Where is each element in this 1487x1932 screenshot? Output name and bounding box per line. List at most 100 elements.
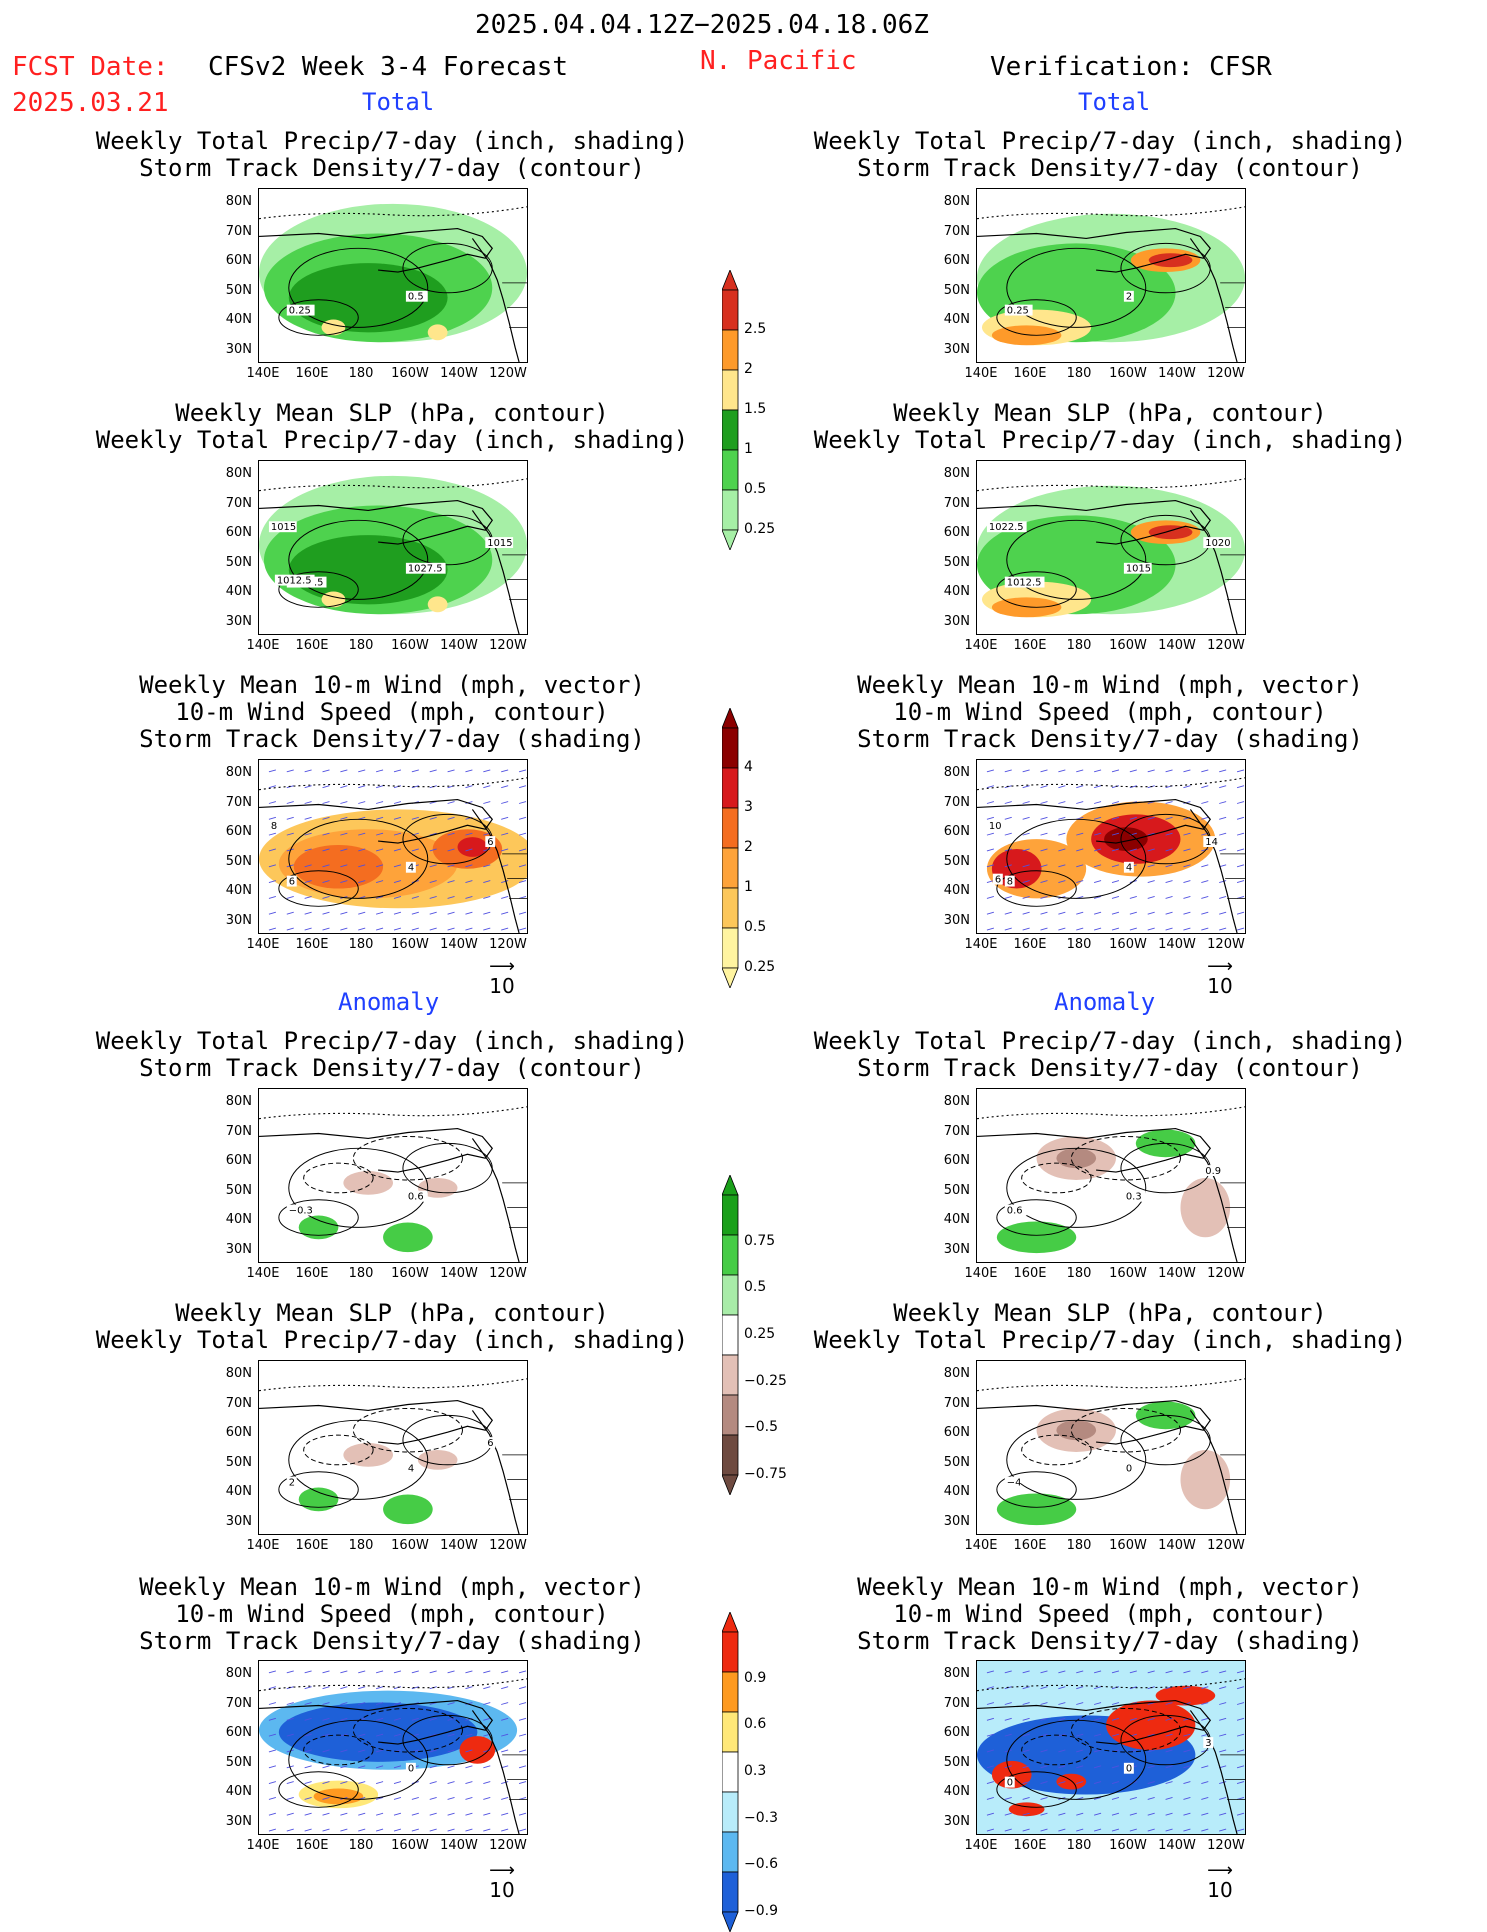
wind-vector xyxy=(1147,816,1155,820)
title-vf-precip-total: Weekly Total Precip/7-day (inch, shading… xyxy=(813,127,1407,182)
contour-line xyxy=(1120,1414,1211,1466)
wind-vector xyxy=(1111,848,1120,852)
wind-vector xyxy=(1058,848,1066,852)
colorbar-segment xyxy=(722,727,739,769)
wind-vector xyxy=(268,832,276,836)
lat-tick-label: 70N xyxy=(225,495,252,511)
wind-vector xyxy=(465,1812,473,1816)
lon-tick-label: 140E xyxy=(246,366,280,381)
wind-vector xyxy=(1236,801,1245,804)
wind-vector xyxy=(447,911,455,915)
lon-tick-label: 120W xyxy=(1207,937,1245,952)
lon-tick-label: 120W xyxy=(489,366,527,381)
wind-vector xyxy=(1183,1733,1191,1737)
map-panel-vf-wind-anom: 0 0 3 80N 70N 60N 50N 40N 30N 140E 160E 180 160W 140W… xyxy=(944,1660,1246,1853)
title-fc-precip-anom: Weekly Total Precip/7-day (inch, shading… xyxy=(95,1027,689,1082)
contour-line xyxy=(288,1719,429,1800)
wind-vector xyxy=(986,1796,994,1800)
wind-vector xyxy=(429,816,437,820)
wind-vector xyxy=(1094,927,1102,931)
colorbar-segment xyxy=(722,1871,739,1913)
wind-vector xyxy=(1058,880,1066,884)
wind-vector xyxy=(393,785,402,789)
lon-tick-label: 160E xyxy=(295,1266,329,1281)
wind-vector xyxy=(1076,864,1084,868)
wind-vector xyxy=(304,1796,312,1800)
lat-tick-label: 30N xyxy=(943,1241,970,1257)
wind-vector xyxy=(1094,895,1102,899)
lon-tick-label: 140E xyxy=(246,1266,280,1281)
lon-tick-label: 140E xyxy=(964,366,998,381)
wind-vector xyxy=(1201,816,1209,820)
wind-vector xyxy=(1183,801,1191,804)
colorbar-segment xyxy=(722,1234,739,1276)
wind-vector xyxy=(429,880,437,884)
wind-vector xyxy=(393,816,402,820)
wind-vector xyxy=(465,848,473,852)
wind-vector xyxy=(1201,1717,1209,1721)
wind-vector xyxy=(1058,816,1066,820)
wind-vector xyxy=(1147,1828,1155,1832)
contour-label: 1015 xyxy=(487,538,512,549)
wind-vector xyxy=(376,864,384,868)
wind-vector xyxy=(340,880,348,884)
precip-shading xyxy=(427,596,448,613)
wind-vector xyxy=(1022,785,1030,789)
wind-vector xyxy=(483,1812,491,1816)
wind-vector xyxy=(304,832,312,836)
wind-vector xyxy=(393,1796,402,1800)
contour-line xyxy=(1006,818,1147,899)
lat-tick-label: 30N xyxy=(225,1241,252,1257)
contour-label: 0.25 xyxy=(289,306,311,317)
wind-vector xyxy=(986,848,994,852)
map-panel-vf-slp-anom: 0 −4 80N 70N 60N 50N 40N 30N 140E 160E 180 160W 140W… xyxy=(944,1360,1246,1553)
wind-vector xyxy=(358,785,366,789)
wind-vector xyxy=(1040,801,1048,804)
colorbar-tick-label: −0.5 xyxy=(744,1419,778,1436)
wind-vector xyxy=(1129,816,1137,820)
map-panel-fc-wind-anom: 0 80N 70N 60N 50N 40N 30N 140E 160E 180 160W 140W 12… xyxy=(226,1660,528,1853)
coastline-alaska xyxy=(977,499,1212,545)
wind-vector xyxy=(286,1765,294,1769)
colorbar-tick-label: 0.5 xyxy=(744,1279,767,1296)
map-panel-vf-slp-total: 1015 1012.5 1020 1022.5 80N 70N 60N 50N 40N 30N 14… xyxy=(944,460,1246,653)
colorbar-track-total: 4 3 2 1 0.5 0.25 xyxy=(722,708,802,988)
wind-vector xyxy=(986,1717,994,1721)
state-borders xyxy=(502,853,527,899)
state-borders xyxy=(502,282,527,328)
wind-vector xyxy=(1094,1686,1102,1690)
wind-vector xyxy=(340,1686,348,1690)
wind-vector xyxy=(1129,769,1137,773)
wind-vector xyxy=(393,864,402,868)
wind-vector xyxy=(518,1781,527,1785)
wind-vector xyxy=(1183,1796,1191,1800)
contour-label: 0.6 xyxy=(1007,1206,1023,1217)
lon-tick-label: 120W xyxy=(1207,1266,1245,1281)
coastline-arctic xyxy=(259,1106,527,1120)
precip-shading xyxy=(991,597,1062,618)
wind-vector xyxy=(304,1702,312,1705)
precip-shading xyxy=(321,319,346,336)
wind-vector xyxy=(986,911,994,915)
wind-vector xyxy=(518,785,527,789)
wind-vector xyxy=(1219,801,1227,804)
map-panel-fc-precip-total: 0.5 0.25 80N 70N 60N 50N 40N 30N 140E 160E 180 160W… xyxy=(226,188,528,381)
wind-vector xyxy=(340,1717,348,1721)
wind-vector xyxy=(465,927,473,931)
contour-label: 14 xyxy=(1205,837,1218,848)
state-borders xyxy=(502,554,527,600)
wind-vector xyxy=(465,864,473,868)
colorbar-segment xyxy=(722,1394,739,1436)
wind-vector xyxy=(411,848,419,852)
wind-vector xyxy=(1076,1781,1084,1785)
wind-vector xyxy=(1111,1702,1120,1705)
wind-vector xyxy=(1219,927,1227,931)
wind-vector xyxy=(304,927,312,931)
wind-vector xyxy=(1219,1781,1227,1785)
contour-line xyxy=(303,1434,374,1466)
wind-vector xyxy=(1147,864,1155,868)
contour-label: 0.9 xyxy=(1205,1166,1221,1177)
lat-tick-label: 30N xyxy=(225,1813,252,1829)
colorbar-segment xyxy=(722,767,739,809)
wind-vector xyxy=(447,1812,455,1816)
